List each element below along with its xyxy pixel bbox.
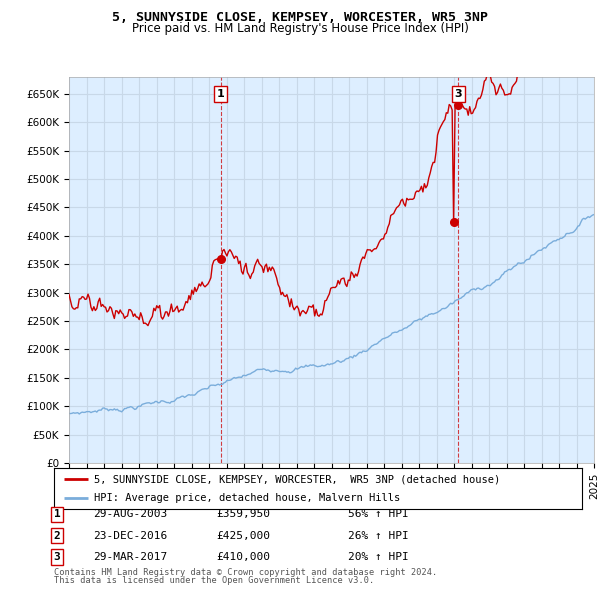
Text: Price paid vs. HM Land Registry's House Price Index (HPI): Price paid vs. HM Land Registry's House … (131, 22, 469, 35)
Text: 23-DEC-2016: 23-DEC-2016 (93, 531, 167, 540)
Text: Contains HM Land Registry data © Crown copyright and database right 2024.: Contains HM Land Registry data © Crown c… (54, 568, 437, 577)
Text: 1: 1 (217, 88, 224, 99)
Text: £425,000: £425,000 (216, 531, 270, 540)
Text: 3: 3 (53, 552, 61, 562)
Text: 2: 2 (53, 531, 61, 540)
Text: 29-MAR-2017: 29-MAR-2017 (93, 552, 167, 562)
Text: 5, SUNNYSIDE CLOSE, KEMPSEY, WORCESTER,  WR5 3NP (detached house): 5, SUNNYSIDE CLOSE, KEMPSEY, WORCESTER, … (94, 474, 500, 484)
Text: 5, SUNNYSIDE CLOSE, KEMPSEY, WORCESTER, WR5 3NP: 5, SUNNYSIDE CLOSE, KEMPSEY, WORCESTER, … (112, 11, 488, 24)
Text: 56% ↑ HPI: 56% ↑ HPI (348, 510, 409, 519)
Text: 1: 1 (53, 510, 61, 519)
Text: £410,000: £410,000 (216, 552, 270, 562)
Text: £359,950: £359,950 (216, 510, 270, 519)
Text: 20% ↑ HPI: 20% ↑ HPI (348, 552, 409, 562)
Text: 26% ↑ HPI: 26% ↑ HPI (348, 531, 409, 540)
Text: This data is licensed under the Open Government Licence v3.0.: This data is licensed under the Open Gov… (54, 576, 374, 585)
Text: 3: 3 (454, 88, 462, 99)
Text: 29-AUG-2003: 29-AUG-2003 (93, 510, 167, 519)
Text: HPI: Average price, detached house, Malvern Hills: HPI: Average price, detached house, Malv… (94, 493, 400, 503)
